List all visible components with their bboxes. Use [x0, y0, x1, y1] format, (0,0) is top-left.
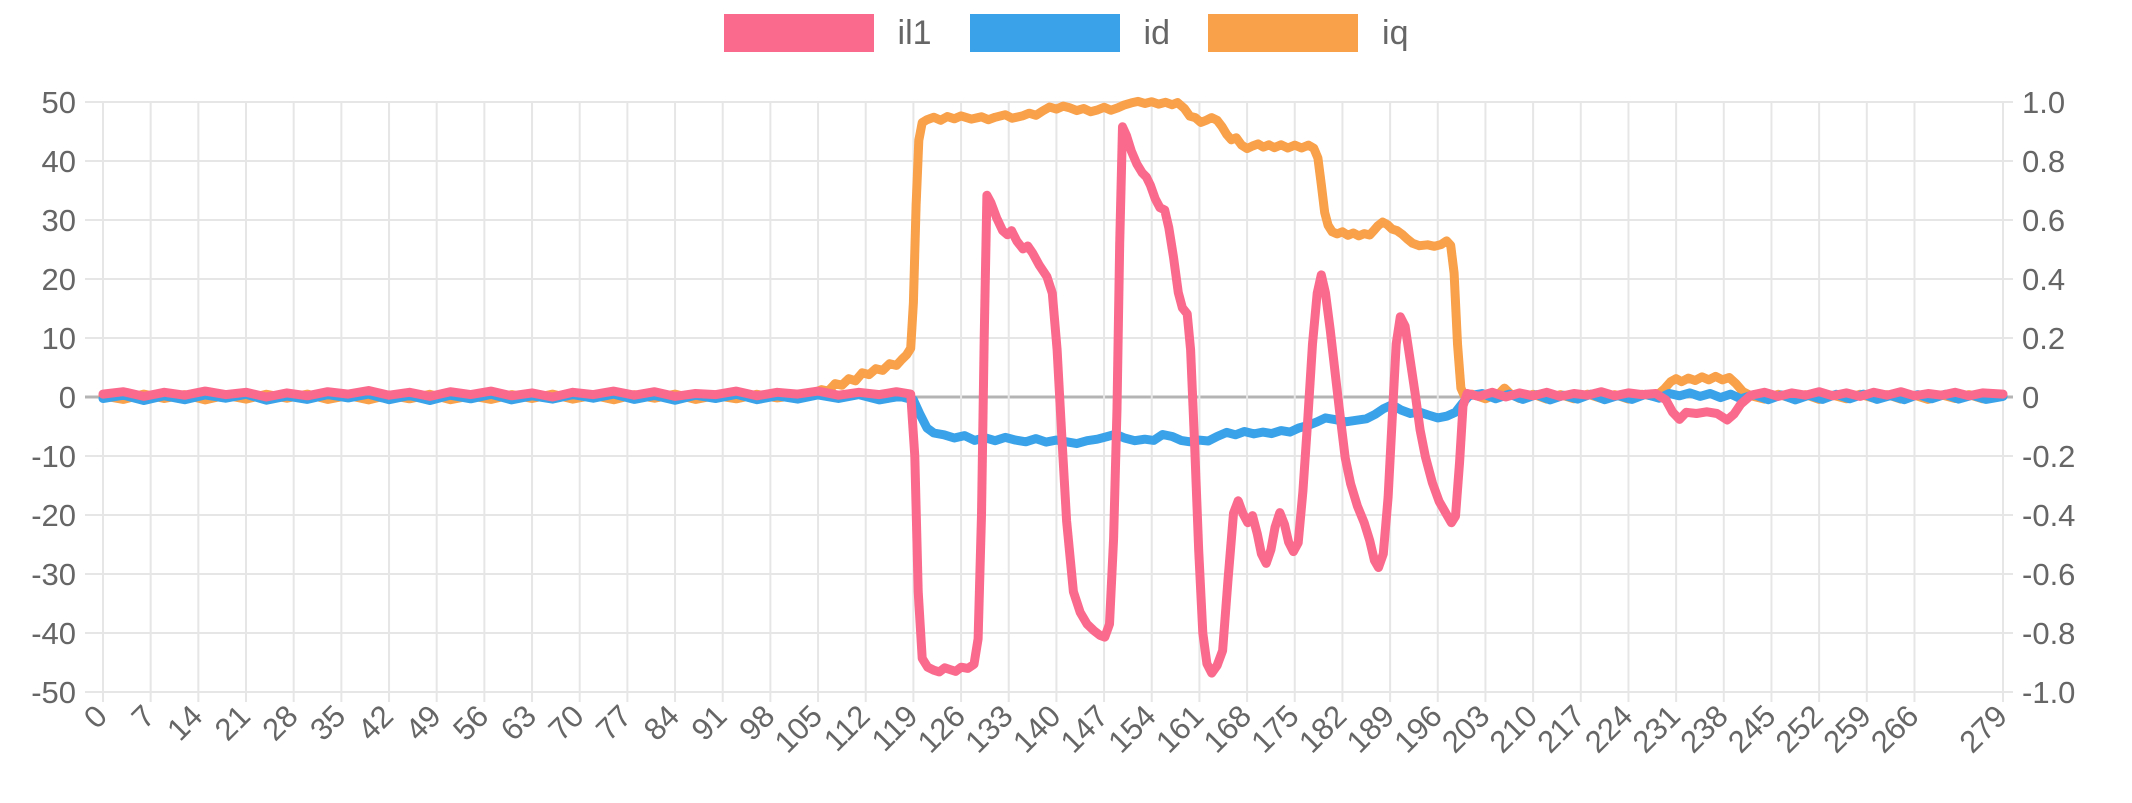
x-axis-tick: 196 — [1387, 698, 1448, 759]
legend-label-il1: il1 — [897, 14, 932, 52]
x-axis-tick: 133 — [958, 698, 1019, 759]
y-axis-right-tick: -0.4 — [2022, 498, 2075, 533]
x-axis-tick: 7 — [125, 698, 162, 735]
x-axis-tick: 168 — [1197, 698, 1258, 759]
x-axis-tick: 231 — [1626, 698, 1687, 759]
y-axis-right-tick: 0.6 — [2022, 203, 2065, 238]
x-axis-tick: 63 — [494, 698, 543, 747]
x-axis-tick: 140 — [1006, 698, 1067, 759]
legend-item-il1[interactable]: il1 — [723, 14, 932, 52]
y-axis-left-tick: 50 — [42, 85, 76, 120]
y-axis-left-tick: 0 — [59, 380, 76, 415]
x-axis-tick: 105 — [768, 698, 829, 759]
x-axis-tick: 224 — [1578, 698, 1639, 759]
y-axis-left-tick: -50 — [31, 675, 76, 710]
x-axis-tick: 252 — [1769, 698, 1830, 759]
y-axis-right-tick: -0.8 — [2022, 616, 2075, 651]
legend-label-iq: iq — [1382, 14, 1409, 52]
legend-item-id[interactable]: id — [969, 14, 1171, 52]
x-axis-tick: 259 — [1816, 698, 1877, 759]
legend: il1 id iq — [0, 14, 2132, 52]
series-line-il1 — [98, 122, 2008, 678]
x-axis-tick: 217 — [1530, 698, 1591, 759]
x-axis-tick: 77 — [589, 698, 638, 747]
y-axis-right-tick: 1.0 — [2022, 85, 2065, 120]
x-axis-tick: 175 — [1244, 698, 1305, 759]
y-axis-left-tick: -40 — [31, 616, 76, 651]
x-axis-tick: 182 — [1292, 698, 1353, 759]
x-axis-tick: 210 — [1483, 698, 1544, 759]
x-axis-tick: 70 — [542, 698, 591, 747]
x-axis-tick: 84 — [637, 698, 686, 747]
x-axis-tick: 266 — [1864, 698, 1925, 759]
legend-item-iq[interactable]: iq — [1208, 14, 1408, 52]
x-axis-tick: 42 — [351, 698, 400, 747]
y-axis-left-tick: 40 — [42, 144, 76, 179]
x-axis-tick: 161 — [1149, 698, 1210, 759]
x-axis-tick: 91 — [685, 698, 734, 747]
y-axis-right-tick: 0.8 — [2022, 144, 2065, 179]
y-axis-left-tick: 30 — [42, 203, 76, 238]
x-axis-tick: 14 — [160, 698, 209, 747]
x-axis-tick: 56 — [446, 698, 495, 747]
legend-label-id: id — [1143, 14, 1171, 52]
y-axis-right-tick: 0.2 — [2022, 321, 2065, 356]
x-axis-tick: 189 — [1340, 698, 1401, 759]
y-axis-right-tick: -0.2 — [2022, 439, 2075, 474]
y-axis-left-tick: -30 — [31, 557, 76, 592]
legend-swatch-id — [969, 14, 1120, 52]
y-axis-right-tick: -0.6 — [2022, 557, 2075, 592]
legend-swatch-il1 — [723, 14, 874, 52]
y-axis-left-tick: 20 — [42, 262, 76, 297]
y-axis-right-tick: -1.0 — [2022, 675, 2075, 710]
x-axis-tick: 119 — [865, 698, 925, 758]
x-axis-tick: 0 — [77, 698, 114, 735]
x-axis-tick: 112 — [817, 698, 877, 758]
x-axis-tick: 35 — [303, 698, 352, 747]
x-axis-tick: 28 — [255, 698, 304, 747]
x-axis-tick: 154 — [1101, 698, 1162, 759]
x-axis-tick: 126 — [911, 698, 972, 759]
y-axis-left-tick: 10 — [42, 321, 76, 356]
x-axis-tick: 238 — [1673, 698, 1734, 759]
x-axis-tick: 279 — [1953, 698, 2014, 759]
y-axis-left-tick: -20 — [31, 498, 76, 533]
x-axis-tick: 203 — [1435, 698, 1496, 759]
x-axis-tick: 21 — [208, 698, 257, 747]
x-axis-tick: 245 — [1721, 698, 1782, 759]
x-axis-tick: 147 — [1054, 698, 1115, 759]
y-axis-right-tick: 0.4 — [2022, 262, 2065, 297]
y-axis-left-tick: -10 — [31, 439, 76, 474]
x-axis-tick: 49 — [399, 698, 448, 747]
y-axis-right-tick: 0 — [2022, 380, 2039, 415]
legend-swatch-iq — [1208, 14, 1359, 52]
